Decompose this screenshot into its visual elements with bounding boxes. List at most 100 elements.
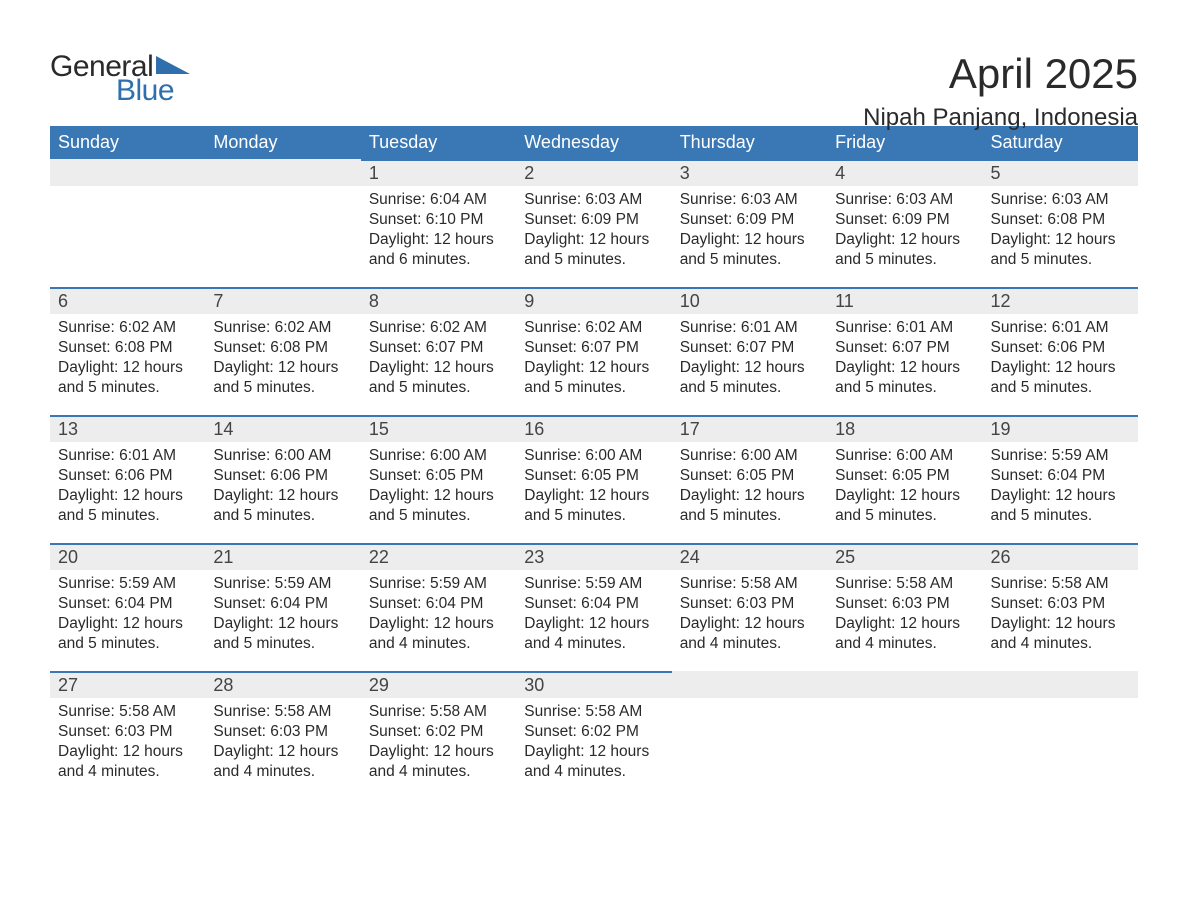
sunrise-line: Sunrise: 6:02 AM — [213, 318, 352, 338]
daylight-line: Daylight: 12 hours and 5 minutes. — [991, 486, 1130, 526]
sunset-line: Sunset: 6:08 PM — [213, 338, 352, 358]
calendar-cell: 10Sunrise: 6:01 AMSunset: 6:07 PMDayligh… — [672, 287, 827, 415]
calendar-cell: 17Sunrise: 6:00 AMSunset: 6:05 PMDayligh… — [672, 415, 827, 543]
day-body: Sunrise: 5:59 AMSunset: 6:04 PMDaylight:… — [361, 570, 516, 663]
day-number: 3 — [672, 159, 827, 186]
day-body: Sunrise: 6:00 AMSunset: 6:05 PMDaylight:… — [361, 442, 516, 535]
sunset-line: Sunset: 6:04 PM — [369, 594, 508, 614]
daylight-line: Daylight: 12 hours and 6 minutes. — [369, 230, 508, 270]
sunset-line: Sunset: 6:03 PM — [213, 722, 352, 742]
daylight-line: Daylight: 12 hours and 4 minutes. — [58, 742, 197, 782]
calendar-table: SundayMondayTuesdayWednesdayThursdayFrid… — [50, 126, 1138, 799]
calendar-cell: 28Sunrise: 5:58 AMSunset: 6:03 PMDayligh… — [205, 671, 360, 799]
day-body: Sunrise: 5:58 AMSunset: 6:03 PMDaylight:… — [672, 570, 827, 663]
sunset-line: Sunset: 6:06 PM — [991, 338, 1130, 358]
day-body: Sunrise: 5:59 AMSunset: 6:04 PMDaylight:… — [205, 570, 360, 663]
day-number: 29 — [361, 671, 516, 698]
daylight-line: Daylight: 12 hours and 5 minutes. — [369, 358, 508, 398]
day-body: Sunrise: 6:01 AMSunset: 6:07 PMDaylight:… — [672, 314, 827, 407]
daylight-line: Daylight: 12 hours and 5 minutes. — [680, 358, 819, 398]
page-title: April 2025 — [863, 50, 1138, 98]
sunrise-line: Sunrise: 5:58 AM — [524, 702, 663, 722]
day-number: 22 — [361, 543, 516, 570]
day-number: 26 — [983, 543, 1138, 570]
day-number — [827, 671, 982, 698]
calendar-cell: 26Sunrise: 5:58 AMSunset: 6:03 PMDayligh… — [983, 543, 1138, 671]
day-number: 8 — [361, 287, 516, 314]
day-body: Sunrise: 5:58 AMSunset: 6:02 PMDaylight:… — [361, 698, 516, 791]
calendar-cell — [50, 159, 205, 287]
day-number: 5 — [983, 159, 1138, 186]
daylight-line: Daylight: 12 hours and 4 minutes. — [835, 614, 974, 654]
day-number: 7 — [205, 287, 360, 314]
day-number: 25 — [827, 543, 982, 570]
daylight-line: Daylight: 12 hours and 5 minutes. — [835, 230, 974, 270]
sunrise-line: Sunrise: 6:04 AM — [369, 190, 508, 210]
sunrise-line: Sunrise: 5:58 AM — [680, 574, 819, 594]
calendar-cell — [672, 671, 827, 799]
sunset-line: Sunset: 6:05 PM — [524, 466, 663, 486]
day-body: Sunrise: 6:00 AMSunset: 6:05 PMDaylight:… — [516, 442, 671, 535]
sunrise-line: Sunrise: 5:58 AM — [369, 702, 508, 722]
day-number — [983, 671, 1138, 698]
daylight-line: Daylight: 12 hours and 5 minutes. — [680, 230, 819, 270]
day-body: Sunrise: 6:03 AMSunset: 6:09 PMDaylight:… — [672, 186, 827, 279]
sunrise-line: Sunrise: 6:02 AM — [369, 318, 508, 338]
sunset-line: Sunset: 6:08 PM — [991, 210, 1130, 230]
day-body: Sunrise: 5:58 AMSunset: 6:03 PMDaylight:… — [205, 698, 360, 791]
day-body: Sunrise: 6:02 AMSunset: 6:07 PMDaylight:… — [516, 314, 671, 407]
calendar-cell: 5Sunrise: 6:03 AMSunset: 6:08 PMDaylight… — [983, 159, 1138, 287]
calendar-cell: 14Sunrise: 6:00 AMSunset: 6:06 PMDayligh… — [205, 415, 360, 543]
column-header: Wednesday — [516, 126, 671, 159]
daylight-line: Daylight: 12 hours and 4 minutes. — [524, 614, 663, 654]
calendar-cell: 27Sunrise: 5:58 AMSunset: 6:03 PMDayligh… — [50, 671, 205, 799]
day-body: Sunrise: 6:01 AMSunset: 6:06 PMDaylight:… — [50, 442, 205, 535]
day-body: Sunrise: 5:59 AMSunset: 6:04 PMDaylight:… — [983, 442, 1138, 535]
sunset-line: Sunset: 6:05 PM — [680, 466, 819, 486]
day-body: Sunrise: 6:02 AMSunset: 6:08 PMDaylight:… — [50, 314, 205, 407]
daylight-line: Daylight: 12 hours and 5 minutes. — [213, 358, 352, 398]
sunset-line: Sunset: 6:07 PM — [680, 338, 819, 358]
sunrise-line: Sunrise: 6:01 AM — [680, 318, 819, 338]
day-number: 16 — [516, 415, 671, 442]
day-body: Sunrise: 5:58 AMSunset: 6:02 PMDaylight:… — [516, 698, 671, 791]
sunrise-line: Sunrise: 6:01 AM — [835, 318, 974, 338]
daylight-line: Daylight: 12 hours and 5 minutes. — [524, 230, 663, 270]
daylight-line: Daylight: 12 hours and 5 minutes. — [991, 358, 1130, 398]
day-body: Sunrise: 6:03 AMSunset: 6:09 PMDaylight:… — [827, 186, 982, 279]
calendar-cell: 2Sunrise: 6:03 AMSunset: 6:09 PMDaylight… — [516, 159, 671, 287]
sunrise-line: Sunrise: 6:03 AM — [680, 190, 819, 210]
calendar-cell: 3Sunrise: 6:03 AMSunset: 6:09 PMDaylight… — [672, 159, 827, 287]
column-header: Tuesday — [361, 126, 516, 159]
calendar-cell: 19Sunrise: 5:59 AMSunset: 6:04 PMDayligh… — [983, 415, 1138, 543]
sunrise-line: Sunrise: 6:00 AM — [835, 446, 974, 466]
day-number: 2 — [516, 159, 671, 186]
sunrise-line: Sunrise: 5:59 AM — [213, 574, 352, 594]
sunrise-line: Sunrise: 5:59 AM — [524, 574, 663, 594]
calendar-cell — [827, 671, 982, 799]
calendar-cell: 11Sunrise: 6:01 AMSunset: 6:07 PMDayligh… — [827, 287, 982, 415]
sunset-line: Sunset: 6:05 PM — [835, 466, 974, 486]
sunrise-line: Sunrise: 5:58 AM — [213, 702, 352, 722]
sunset-line: Sunset: 6:07 PM — [835, 338, 974, 358]
day-number: 21 — [205, 543, 360, 570]
sunrise-line: Sunrise: 5:58 AM — [58, 702, 197, 722]
sunrise-line: Sunrise: 6:02 AM — [58, 318, 197, 338]
calendar-cell: 13Sunrise: 6:01 AMSunset: 6:06 PMDayligh… — [50, 415, 205, 543]
day-body: Sunrise: 6:02 AMSunset: 6:07 PMDaylight:… — [361, 314, 516, 407]
daylight-line: Daylight: 12 hours and 4 minutes. — [369, 742, 508, 782]
calendar-cell: 12Sunrise: 6:01 AMSunset: 6:06 PMDayligh… — [983, 287, 1138, 415]
calendar-cell — [983, 671, 1138, 799]
calendar-cell: 18Sunrise: 6:00 AMSunset: 6:05 PMDayligh… — [827, 415, 982, 543]
day-body: Sunrise: 5:58 AMSunset: 6:03 PMDaylight:… — [983, 570, 1138, 663]
day-body: Sunrise: 6:00 AMSunset: 6:05 PMDaylight:… — [827, 442, 982, 535]
day-number: 18 — [827, 415, 982, 442]
sunrise-line: Sunrise: 5:59 AM — [991, 446, 1130, 466]
daylight-line: Daylight: 12 hours and 5 minutes. — [524, 486, 663, 526]
day-body: Sunrise: 6:04 AMSunset: 6:10 PMDaylight:… — [361, 186, 516, 279]
day-number: 14 — [205, 415, 360, 442]
daylight-line: Daylight: 12 hours and 5 minutes. — [991, 230, 1130, 270]
sunrise-line: Sunrise: 6:00 AM — [369, 446, 508, 466]
sunrise-line: Sunrise: 5:58 AM — [835, 574, 974, 594]
sunset-line: Sunset: 6:03 PM — [680, 594, 819, 614]
